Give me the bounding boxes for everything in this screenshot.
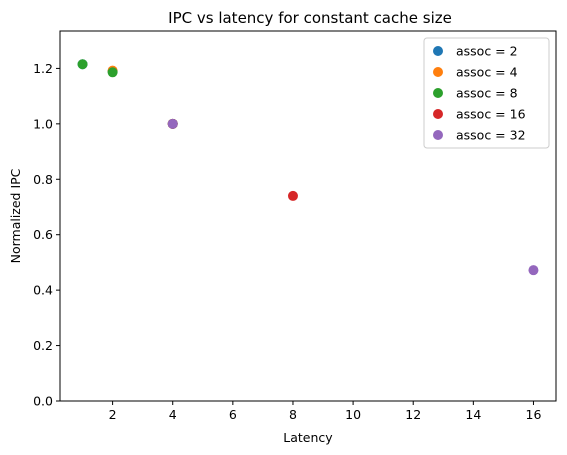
y-tick-label: 0.2 xyxy=(33,338,53,353)
legend-marker xyxy=(433,130,443,140)
data-point-series-5 xyxy=(168,119,178,129)
legend-marker xyxy=(433,109,443,119)
x-axis-label: Latency xyxy=(283,430,333,445)
legend-label: assoc = 4 xyxy=(456,65,518,80)
data-point-series-3 xyxy=(78,59,88,69)
data-point-series-5 xyxy=(528,265,538,275)
x-tick-label: 6 xyxy=(229,407,237,422)
x-tick-label: 14 xyxy=(465,407,481,422)
data-point-series-4 xyxy=(288,191,298,201)
legend-label: assoc = 16 xyxy=(456,107,526,122)
legend-label: assoc = 2 xyxy=(456,44,518,59)
y-tick-label: 0.0 xyxy=(33,394,53,409)
x-tick-label: 12 xyxy=(405,407,421,422)
y-tick-label: 1.2 xyxy=(33,61,53,76)
chart-title: IPC vs latency for constant cache size xyxy=(168,9,452,27)
y-tick-label: 0.6 xyxy=(33,227,53,242)
x-tick-label: 8 xyxy=(289,407,297,422)
x-tick-label: 10 xyxy=(345,407,361,422)
legend-marker xyxy=(433,46,443,56)
data-point-series-3 xyxy=(108,67,118,77)
y-axis-label: Normalized IPC xyxy=(8,168,23,263)
y-tick-label: 0.4 xyxy=(33,283,53,298)
x-tick-label: 16 xyxy=(526,407,542,422)
legend-label: assoc = 32 xyxy=(456,128,526,143)
legend-marker xyxy=(433,88,443,98)
legend-marker xyxy=(433,67,443,77)
x-tick-label: 4 xyxy=(169,407,177,422)
x-tick-label: 2 xyxy=(109,407,117,422)
legend-label: assoc = 8 xyxy=(456,86,518,101)
y-tick-label: 0.8 xyxy=(33,172,53,187)
y-tick-label: 1.0 xyxy=(33,116,53,131)
